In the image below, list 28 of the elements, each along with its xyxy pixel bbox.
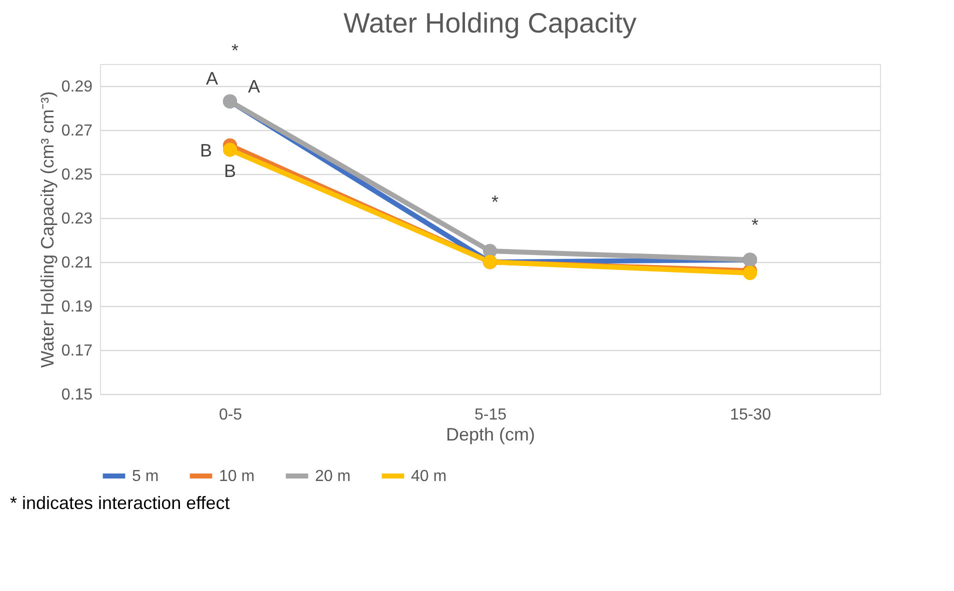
annotation: * (491, 192, 499, 212)
annotation: A (248, 76, 260, 96)
x-axis-title: Depth (cm) (446, 424, 536, 444)
legend-label: 20 m (315, 468, 351, 485)
x-tick-label: 0-5 (218, 406, 242, 424)
chart-title: Water Holding Capacity (343, 7, 637, 38)
y-tick-label: 0.21 (61, 254, 93, 272)
annotation: A (206, 68, 218, 88)
x-tick-label: 15-30 (730, 406, 772, 424)
y-axis-title: Water Holding Capacity (cm³ cm⁻³) (37, 91, 58, 368)
y-tick-label: 0.15 (61, 386, 93, 404)
y-tick-label: 0.23 (61, 210, 93, 228)
x-tick-label: 5-15 (474, 406, 507, 424)
annotation: * (751, 214, 759, 235)
point (222, 142, 238, 157)
y-tick-label: 0.29 (61, 78, 93, 96)
legend-label: 5 m (132, 468, 159, 485)
y-tick-label: 0.27 (61, 122, 93, 140)
y-tick-label: 0.25 (61, 166, 93, 184)
annotation: B (200, 140, 212, 160)
annotation: B (224, 160, 236, 181)
text: * indicates interaction effect (10, 493, 230, 513)
annotation: * (231, 40, 239, 60)
legend-label: 40 m (411, 468, 447, 485)
y-tick-label: 0.19 (61, 298, 93, 316)
y-tick-label: 0.17 (61, 342, 93, 360)
legend-label: 10 m (219, 468, 255, 485)
point (742, 266, 758, 280)
